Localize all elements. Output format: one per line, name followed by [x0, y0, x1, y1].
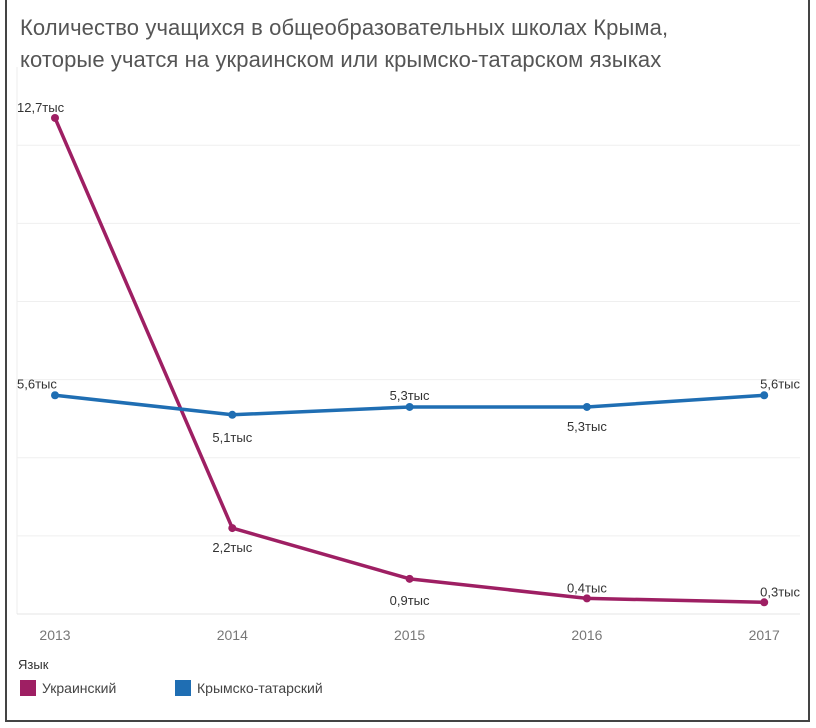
- data-label: 5,3тыс: [567, 419, 607, 434]
- x-tick-label: 2014: [217, 627, 248, 643]
- data-point: [228, 524, 237, 533]
- data-point: [228, 410, 237, 419]
- legend-swatch-crimean-tatar: [175, 680, 191, 696]
- data-label: 5,6тыс: [17, 376, 57, 391]
- data-label: 0,3тыс: [760, 584, 800, 599]
- series-line: [53, 117, 765, 605]
- data-point: [582, 594, 591, 603]
- legend-label: Крымско-татарский: [197, 680, 323, 696]
- title-line-2: которые учатся на украинском или крымско…: [20, 47, 662, 72]
- data-point: [582, 402, 591, 411]
- data-label: 5,6тыс: [760, 376, 800, 391]
- data-point: [760, 598, 769, 607]
- x-tick-label: 2016: [571, 627, 602, 643]
- legend-item-ukrainian[interactable]: Украинский: [20, 680, 116, 696]
- data-label: 0,4тыс: [567, 580, 607, 595]
- data-label: 5,3тыс: [390, 388, 430, 403]
- x-tick-label: 2017: [749, 627, 780, 643]
- data-label: 0,9тыс: [390, 593, 430, 608]
- x-tick-label: 2015: [394, 627, 425, 643]
- legend-swatch-ukrainian: [20, 680, 36, 696]
- data-point: [51, 113, 59, 122]
- x-tick-label: 2013: [39, 627, 70, 643]
- data-label: 12,7тыс: [17, 100, 65, 115]
- data-label: 2,2тыс: [212, 540, 252, 555]
- data-point: [405, 402, 414, 411]
- data-point: [405, 574, 414, 583]
- data-label: 5,1тыс: [212, 430, 252, 445]
- title-line-1: Количество учащихся в общеобразовательны…: [20, 15, 669, 40]
- legend-title: Язык: [18, 657, 49, 672]
- data-point: [760, 391, 769, 400]
- chart-frame: [5, 0, 810, 722]
- legend-label: Украинский: [42, 680, 117, 696]
- chart-title: Количество учащихся в общеобразовательны…: [20, 12, 668, 76]
- data-point: [51, 391, 59, 400]
- legend-item-crimean-tatar[interactable]: Крымско-татарский: [175, 680, 323, 696]
